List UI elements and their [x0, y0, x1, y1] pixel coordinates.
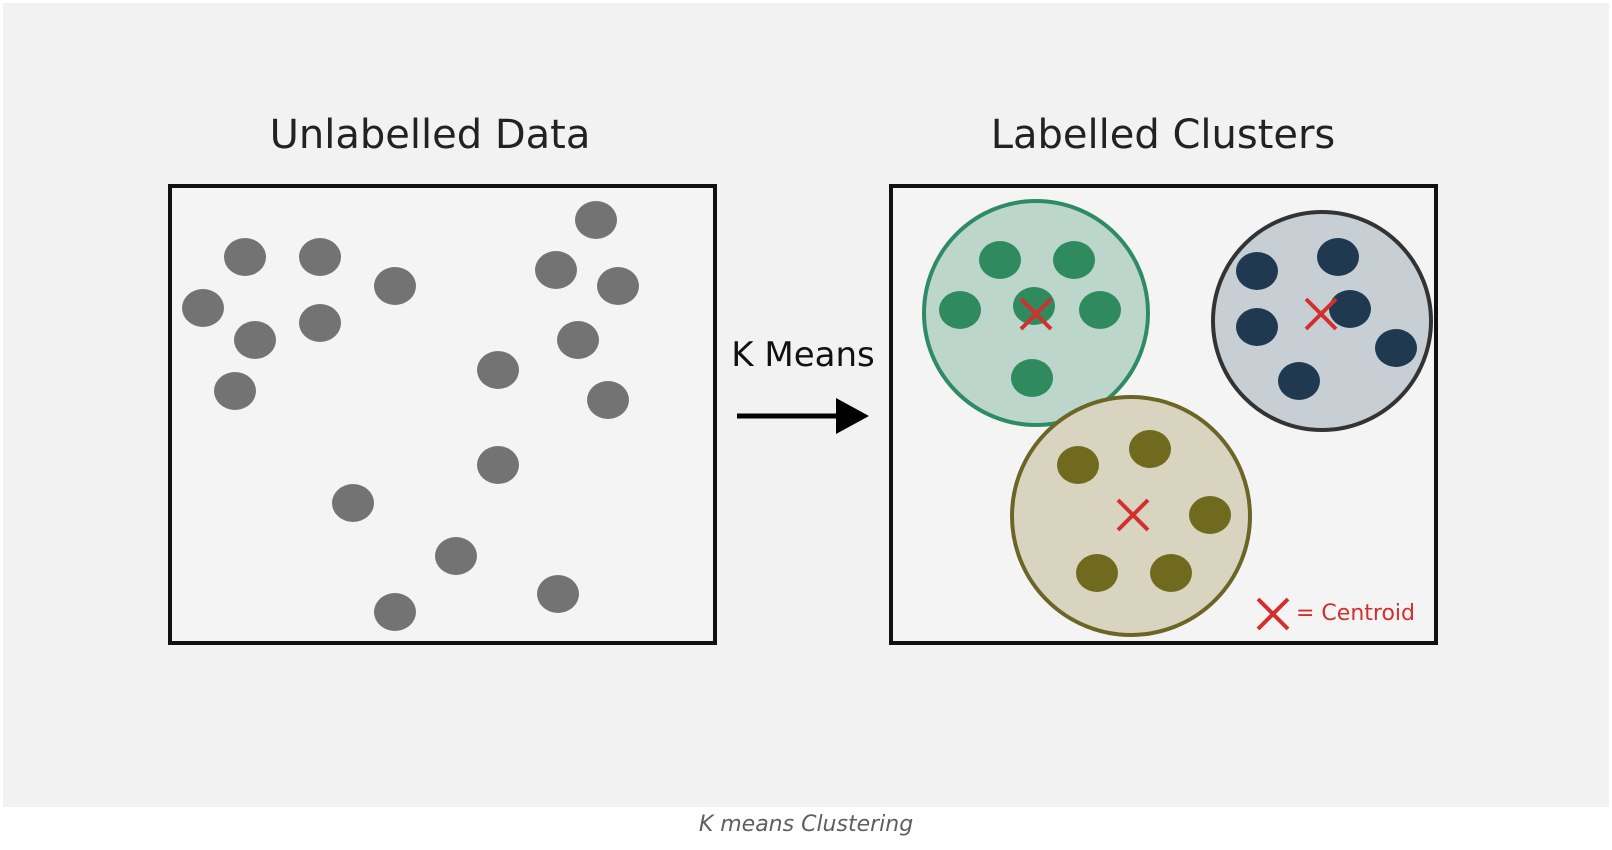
cluster-point [1129, 430, 1171, 468]
data-point [587, 381, 629, 419]
cluster-group [922, 199, 1433, 637]
cluster-point [1278, 362, 1320, 400]
left-panel-title: Unlabelled Data [270, 112, 591, 158]
figure-caption: K means Clustering [698, 812, 914, 837]
unlabelled-points [182, 201, 639, 631]
cluster-point [979, 241, 1021, 279]
data-point [299, 238, 341, 276]
cluster-point [1013, 287, 1055, 325]
data-point [374, 267, 416, 305]
data-point [535, 251, 577, 289]
centroid-x-icon [1116, 498, 1150, 532]
cluster-point [1236, 252, 1278, 290]
right-panel-title: Labelled Clusters [991, 112, 1336, 158]
cluster-olive [1010, 395, 1252, 637]
cluster-point [1329, 290, 1371, 328]
data-point [182, 289, 224, 327]
cluster-point [1076, 554, 1118, 592]
cluster-point [1079, 291, 1121, 329]
centroid-x-icon [1019, 297, 1053, 331]
data-point [575, 201, 617, 239]
cluster-point [1057, 446, 1099, 484]
data-point [224, 238, 266, 276]
cluster-point [1053, 241, 1095, 279]
data-point [299, 304, 341, 342]
centroid-legend-label: = Centroid [1296, 601, 1415, 626]
cluster-point [1236, 308, 1278, 346]
kmeans-diagram: Unlabelled Data K Means Labelled Cluster… [168, 112, 1438, 645]
data-point [234, 321, 276, 359]
data-point [537, 575, 579, 613]
cluster-point [1011, 359, 1053, 397]
cluster-point [1375, 329, 1417, 367]
arrow-right-icon [737, 398, 869, 434]
data-point [214, 372, 256, 410]
figure: Unlabelled Data K Means Labelled Cluster… [3, 3, 1609, 807]
cluster-green [922, 199, 1150, 427]
data-point [332, 484, 374, 522]
cluster-point [939, 291, 981, 329]
centroid-x-icon [1256, 597, 1290, 631]
data-point [477, 351, 519, 389]
data-point [435, 537, 477, 575]
centroid-x-mark [1256, 597, 1290, 631]
data-point [557, 321, 599, 359]
cluster-point [1189, 496, 1231, 534]
data-point [374, 593, 416, 631]
data-point [477, 446, 519, 484]
data-point [597, 267, 639, 305]
centroid-x-icon [1304, 297, 1338, 331]
centroid-legend: = Centroid [1256, 597, 1415, 631]
cluster-point [1150, 554, 1192, 592]
cluster-point [1317, 238, 1359, 276]
cluster-navy [1211, 210, 1433, 432]
arrow-label: K Means [731, 335, 874, 375]
